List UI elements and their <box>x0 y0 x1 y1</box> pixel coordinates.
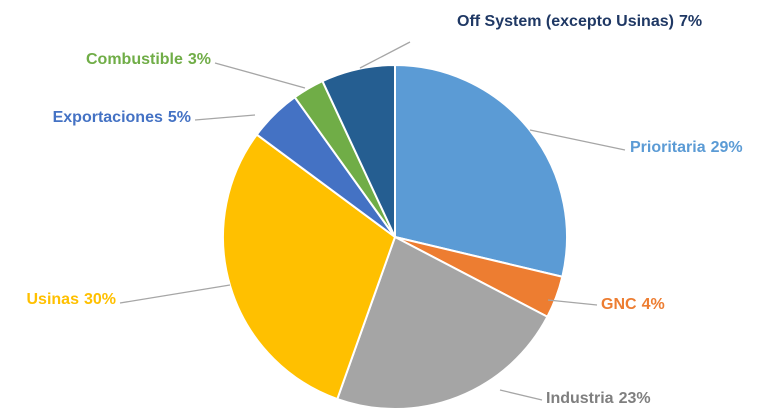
category-name: Usinas <box>27 291 80 308</box>
value-label: 7% <box>679 13 702 30</box>
leader-line <box>359 41 411 69</box>
leader-line <box>529 129 626 151</box>
leader-line <box>214 62 306 89</box>
slice-label: Exportaciones 5% <box>53 109 191 126</box>
value-label: 30% <box>84 291 116 308</box>
value-label: 4% <box>642 296 665 313</box>
leader-line <box>499 389 543 401</box>
slice-label: Usinas 30% <box>27 291 117 308</box>
value-label: 23% <box>619 390 651 407</box>
value-label: 29% <box>711 139 743 156</box>
leader-line <box>194 114 256 121</box>
slice-label: Combustible 3% <box>86 51 211 68</box>
slice-label: Off System (excepto Usinas) 7% <box>457 13 702 30</box>
value-label: 3% <box>188 51 211 68</box>
slice-label: GNC 4% <box>601 296 665 313</box>
pie-slice <box>222 133 397 401</box>
pie-slice <box>336 235 549 409</box>
slice-label: Industria 23% <box>546 390 651 407</box>
slice-label: Prioritaria 29% <box>630 139 743 156</box>
category-name: Combustible <box>86 51 183 68</box>
leader-line <box>547 299 598 306</box>
pie-slice <box>394 63 568 278</box>
category-name: GNC <box>601 296 637 313</box>
category-name: Exportaciones <box>53 109 163 126</box>
category-name: Prioritaria <box>630 139 706 156</box>
pie-slice <box>321 63 396 238</box>
category-name: Off System (excepto Usinas) <box>457 13 674 30</box>
leader-line <box>119 284 231 304</box>
category-name: Industria <box>546 390 614 407</box>
value-label: 5% <box>168 109 191 126</box>
